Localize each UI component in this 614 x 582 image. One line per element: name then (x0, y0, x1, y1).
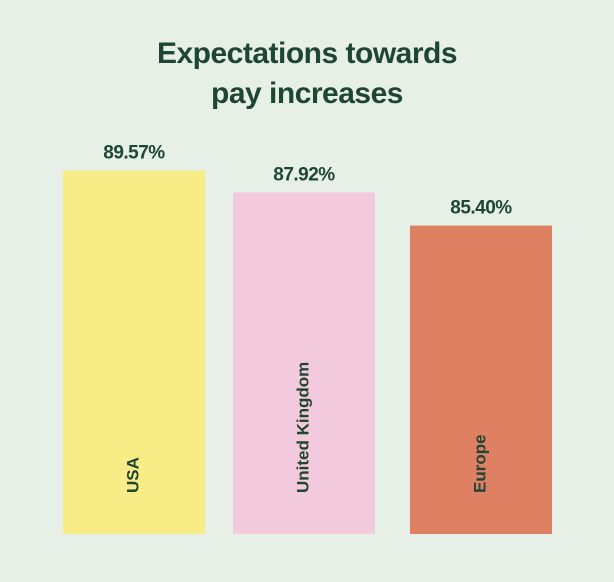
bar (63, 170, 205, 534)
chart-title: Expectations towards pay increases (156, 37, 458, 110)
value-label: 89.57% (103, 143, 165, 164)
value-label: 87.92% (273, 164, 335, 185)
category-label: Europe (470, 434, 489, 493)
bar (233, 192, 375, 534)
value-label: 85.40% (450, 198, 512, 219)
category-label: United Kingdom (293, 362, 312, 493)
bar (410, 225, 552, 534)
category-label: USA (123, 457, 142, 493)
